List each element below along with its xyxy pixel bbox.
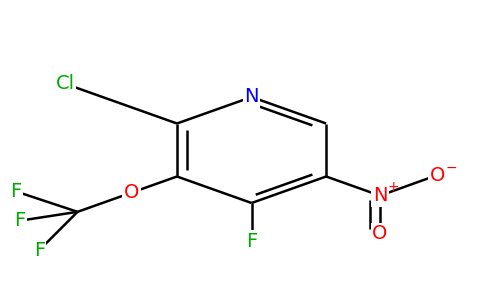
Text: Cl: Cl (56, 74, 75, 93)
Text: N: N (244, 88, 259, 106)
Text: N: N (373, 186, 387, 205)
Text: O: O (372, 224, 388, 243)
Text: F: F (10, 182, 21, 201)
Text: O: O (124, 183, 139, 202)
Text: −: − (446, 161, 457, 175)
Text: F: F (15, 211, 26, 230)
Text: F: F (246, 232, 257, 251)
Text: +: + (388, 180, 399, 194)
Text: O: O (430, 166, 445, 184)
Text: F: F (34, 241, 45, 260)
